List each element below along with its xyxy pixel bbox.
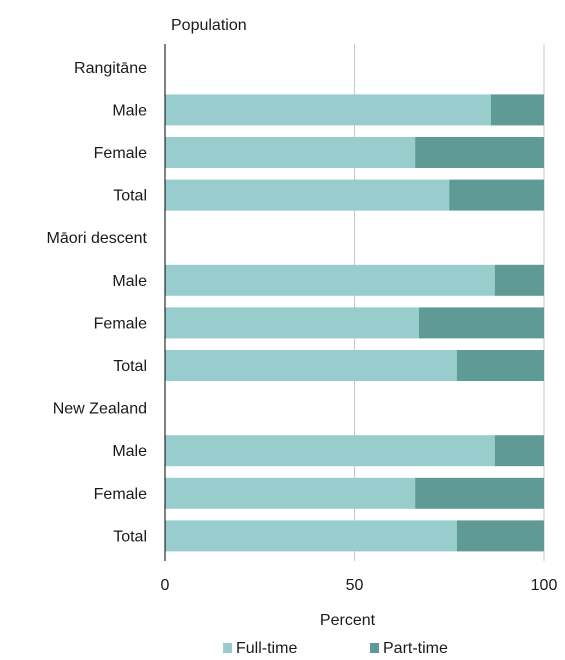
bar-full-time — [165, 307, 419, 339]
bar-full-time — [165, 264, 495, 296]
bar-part-time — [494, 264, 544, 296]
category-label: Female — [94, 145, 147, 162]
x-axis-title: Percent — [320, 612, 376, 629]
legend: Full-time Part-time — [223, 640, 448, 657]
bar-full-time — [165, 477, 416, 509]
bar-full-time — [165, 435, 495, 467]
legend-swatch — [223, 643, 232, 653]
category-label: Male — [112, 273, 147, 290]
category-label: Total — [113, 188, 147, 205]
bar-full-time — [165, 137, 416, 168]
bars — [165, 94, 544, 552]
bar-full-time — [165, 94, 491, 126]
category-axis-title: Population — [171, 17, 247, 34]
x-tick-labels: 0 50 100 — [161, 577, 558, 594]
x-tick-label: 100 — [531, 577, 558, 594]
bar-part-time — [449, 179, 544, 211]
bar-part-time — [456, 350, 544, 381]
category-label: Māori descent — [47, 230, 148, 247]
bar-part-time — [415, 137, 544, 168]
category-label: Female — [94, 486, 147, 503]
x-tick-label: 0 — [161, 577, 170, 594]
bar-part-time — [494, 435, 544, 467]
bar-full-time — [165, 179, 450, 211]
bar-part-time — [456, 520, 544, 552]
bar-part-time — [490, 94, 544, 126]
gridlines — [354, 44, 545, 561]
category-label: Female — [94, 315, 147, 332]
x-tick-label: 50 — [346, 577, 364, 594]
category-label: New Zealand — [53, 401, 147, 418]
bar-part-time — [415, 477, 544, 509]
bar-full-time — [165, 520, 457, 552]
category-label: Male — [112, 443, 147, 460]
category-label: Rangitāne — [74, 60, 147, 77]
legend-swatch — [370, 643, 379, 653]
bar-full-time — [165, 350, 457, 381]
bar-part-time — [418, 307, 544, 339]
category-labels: Rangitāne Male Female Total Māori descent Mal… — [47, 60, 148, 546]
category-label: Male — [112, 102, 147, 119]
category-label: Total — [113, 358, 147, 375]
legend-label: Full-time — [236, 640, 297, 657]
legend-label: Part-time — [383, 640, 448, 657]
category-label: Total — [113, 528, 147, 545]
